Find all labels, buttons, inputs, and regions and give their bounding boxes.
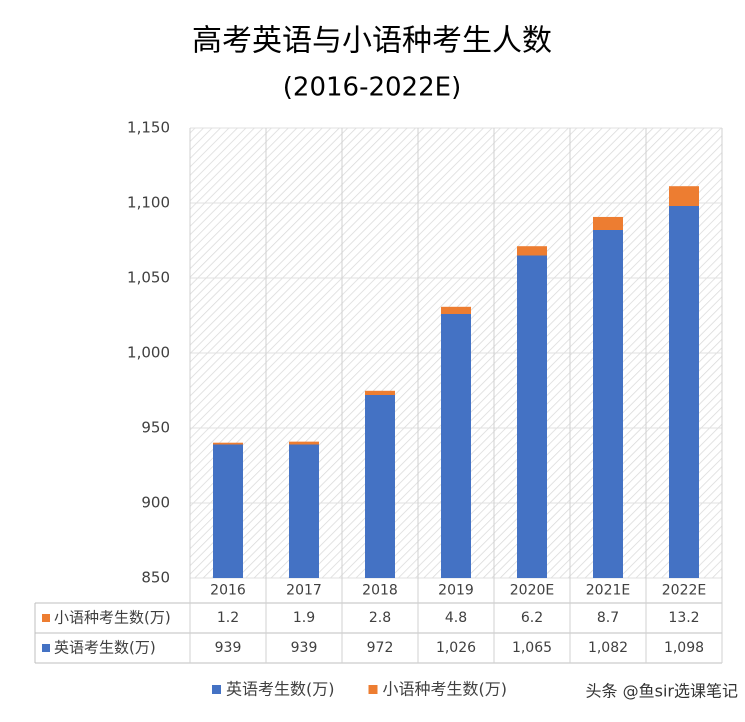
table-cell: 939 <box>215 640 242 656</box>
table-swatch <box>42 644 50 652</box>
y-tick-label: 850 <box>141 569 170 587</box>
table-cell: 1,026 <box>436 640 476 656</box>
bar <box>365 395 395 578</box>
bar <box>213 442 243 445</box>
bar <box>593 230 623 578</box>
table-swatch <box>42 614 50 622</box>
y-tick-label: 1,000 <box>127 344 170 362</box>
bar <box>593 216 623 230</box>
x-tick-label: 2020E <box>510 583 554 599</box>
table-cell: 972 <box>367 640 394 656</box>
watermark: 头条 @鱼sir选课笔记 <box>586 682 738 701</box>
bar <box>441 306 471 314</box>
bar <box>669 186 699 206</box>
x-tick-label: 2018 <box>362 583 398 599</box>
y-tick-label: 1,150 <box>127 119 170 137</box>
x-tick-label: 2021E <box>586 583 630 599</box>
bar <box>669 206 699 578</box>
table-cell: 8.7 <box>597 610 619 626</box>
table-cell: 13.2 <box>668 610 699 626</box>
table-cell: 4.8 <box>445 610 467 626</box>
chart-title: 高考英语与小语种考生人数 <box>192 24 552 59</box>
table-cell: 939 <box>291 640 318 656</box>
x-tick-label: 2017 <box>286 583 322 599</box>
x-tick-label: 2016 <box>210 583 246 599</box>
table-cell: 1,098 <box>664 640 704 656</box>
table-cell: 1,065 <box>512 640 552 656</box>
chart-subtitle: (2016-2022E) <box>283 73 461 103</box>
table-cell: 6.2 <box>521 610 543 626</box>
table-row-header: 英语考生数(万) <box>54 639 156 657</box>
bar <box>289 444 319 578</box>
table-cell: 1.9 <box>293 610 315 626</box>
y-tick-label: 1,050 <box>127 269 170 287</box>
bar <box>289 441 319 445</box>
legend-label: 英语考生数(万) <box>226 680 335 699</box>
table-cell: 2.8 <box>369 610 391 626</box>
data-table: 小语种考生数(万) 1.2 1.9 2.8 4.8 6.2 8.7 13.2 英语考生数(万) 9… <box>34 577 722 664</box>
y-tick-label: 900 <box>141 494 170 512</box>
legend-label: 小语种考生数(万) <box>383 680 508 699</box>
table-cell: 1,082 <box>588 640 628 656</box>
bar <box>517 255 547 578</box>
x-tick-label: 2022E <box>662 583 706 599</box>
legend-swatch <box>212 685 221 694</box>
bar <box>365 390 395 395</box>
bar <box>213 444 243 578</box>
bar <box>517 246 547 256</box>
table-row-header: 小语种考生数(万) <box>54 609 171 627</box>
table-cell: 1.2 <box>217 610 239 626</box>
x-tick-label: 2019 <box>438 583 474 599</box>
y-tick-label: 950 <box>141 419 170 437</box>
bar <box>441 314 471 578</box>
legend-swatch <box>368 685 378 694</box>
y-tick-label: 1,100 <box>127 194 170 212</box>
